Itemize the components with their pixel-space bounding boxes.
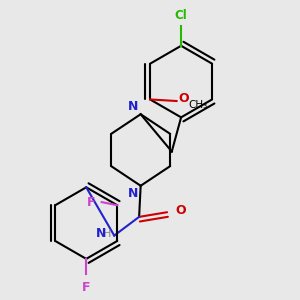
Text: O: O xyxy=(178,92,189,105)
Text: Cl: Cl xyxy=(175,10,188,22)
Text: N: N xyxy=(128,187,138,200)
Text: F: F xyxy=(87,196,95,208)
Text: CH₃: CH₃ xyxy=(188,100,208,110)
Text: N: N xyxy=(96,227,106,241)
Text: F: F xyxy=(82,280,91,294)
Text: H: H xyxy=(103,229,111,239)
Text: O: O xyxy=(175,204,185,217)
Text: N: N xyxy=(128,100,138,113)
